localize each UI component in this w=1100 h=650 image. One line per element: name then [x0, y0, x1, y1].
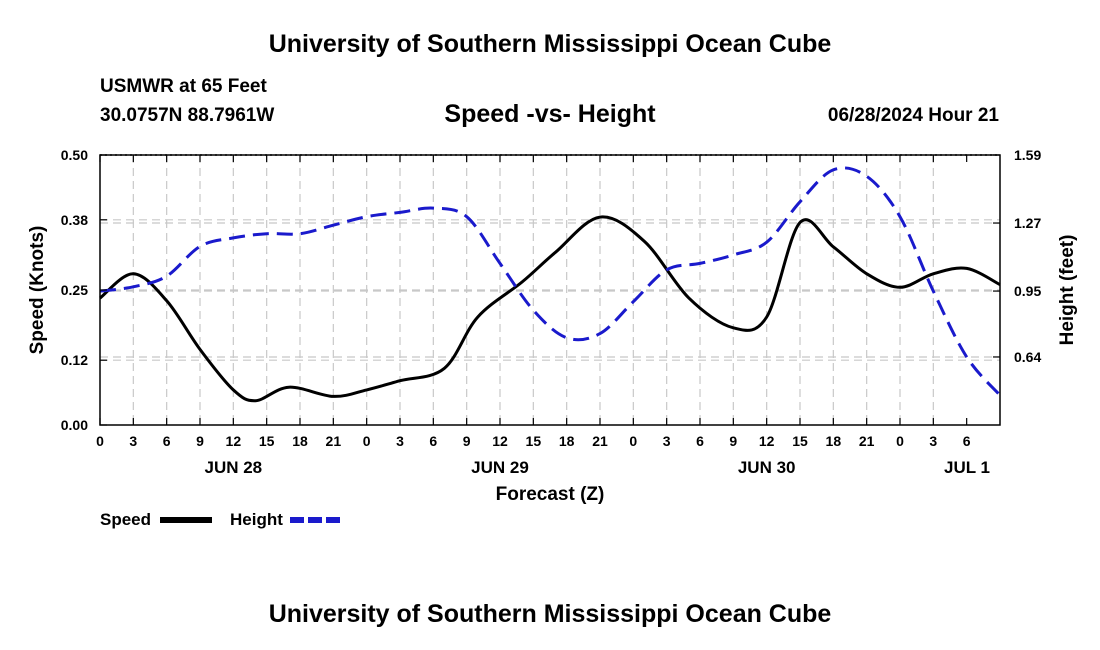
y-left-tick-label: 0.12 [61, 352, 88, 368]
x-tick-label: 0 [96, 433, 104, 449]
coordinates-label: 30.0757N 88.7961W [100, 105, 275, 126]
y-left-tick-label: 0.25 [61, 282, 88, 298]
x-tick-label: 6 [429, 433, 437, 449]
x-tick-label: 15 [526, 433, 542, 449]
x-tick-label: 6 [163, 433, 171, 449]
x-tick-label: 15 [792, 433, 808, 449]
y-axis-left-title: Speed (Knots) [27, 226, 48, 355]
x-tick-label: 9 [463, 433, 471, 449]
legend: Speed Height [100, 510, 342, 529]
x-tick-label: 21 [859, 433, 875, 449]
series-line-height [99, 166, 1002, 397]
x-tick-label: 0 [896, 433, 904, 449]
y-left-tick-label: 0.50 [61, 147, 88, 163]
x-tick-label: 15 [259, 433, 275, 449]
x-tick-label: 0 [363, 433, 371, 449]
footer-title: University of Southern Mississippi Ocean… [268, 600, 832, 628]
station-label: USMWR at 65 Feet [100, 76, 267, 97]
x-tick-label: 18 [559, 433, 575, 449]
y-left-tick-label: 0.38 [61, 212, 88, 228]
main-title: University of Southern Mississippi Ocean… [268, 30, 832, 58]
x-tick-label: 0 [629, 433, 637, 449]
x-tick-label: 12 [759, 433, 775, 449]
x-axis-title: Forecast (Z) [496, 484, 605, 505]
x-tick-label: 12 [492, 433, 508, 449]
day-label: JUN 30 [738, 458, 796, 477]
grid-lines [100, 154, 1000, 425]
y-right-tick-label: 0.95 [1014, 283, 1041, 299]
date-hour-label: 06/28/2024 Hour 21 [827, 105, 999, 126]
axes: 0 3 6 9 12 15 18 21 0 3 6 9 12 15 18 21 0 3 6 9 12 15 18 21 0 3 6 0… [61, 147, 1042, 477]
day-label: JUN 28 [205, 458, 263, 477]
x-tick-label: 3 [129, 433, 137, 449]
chart-title: Speed -vs- Height [444, 100, 656, 128]
x-tick-label: 18 [826, 433, 842, 449]
y-right-tick-label: 1.59 [1014, 147, 1041, 163]
legend-height-label: Height [230, 510, 283, 529]
x-tick-label: 9 [196, 433, 204, 449]
x-tick-label: 9 [729, 433, 737, 449]
x-tick-label: 3 [663, 433, 671, 449]
series-layer [99, 166, 1002, 403]
x-tick-label: 18 [292, 433, 308, 449]
x-tick-label: 12 [226, 433, 242, 449]
day-label: JUN 29 [471, 458, 529, 477]
series-line-speed [99, 215, 1001, 403]
x-tick-label: 3 [396, 433, 404, 449]
y-right-tick-label: 1.27 [1014, 215, 1041, 231]
y-left-tick-label: 0.00 [61, 417, 88, 433]
day-label: JUL 1 [944, 458, 990, 477]
y-right-tick-label: 0.64 [1014, 349, 1041, 365]
x-tick-label: 21 [326, 433, 342, 449]
x-tick-label: 21 [592, 433, 608, 449]
x-tick-label: 6 [963, 433, 971, 449]
x-tick-label: 3 [929, 433, 937, 449]
x-tick-label: 6 [696, 433, 704, 449]
y-axis-right-title: Height (feet) [1057, 235, 1078, 346]
legend-speed-label: Speed [100, 510, 151, 529]
